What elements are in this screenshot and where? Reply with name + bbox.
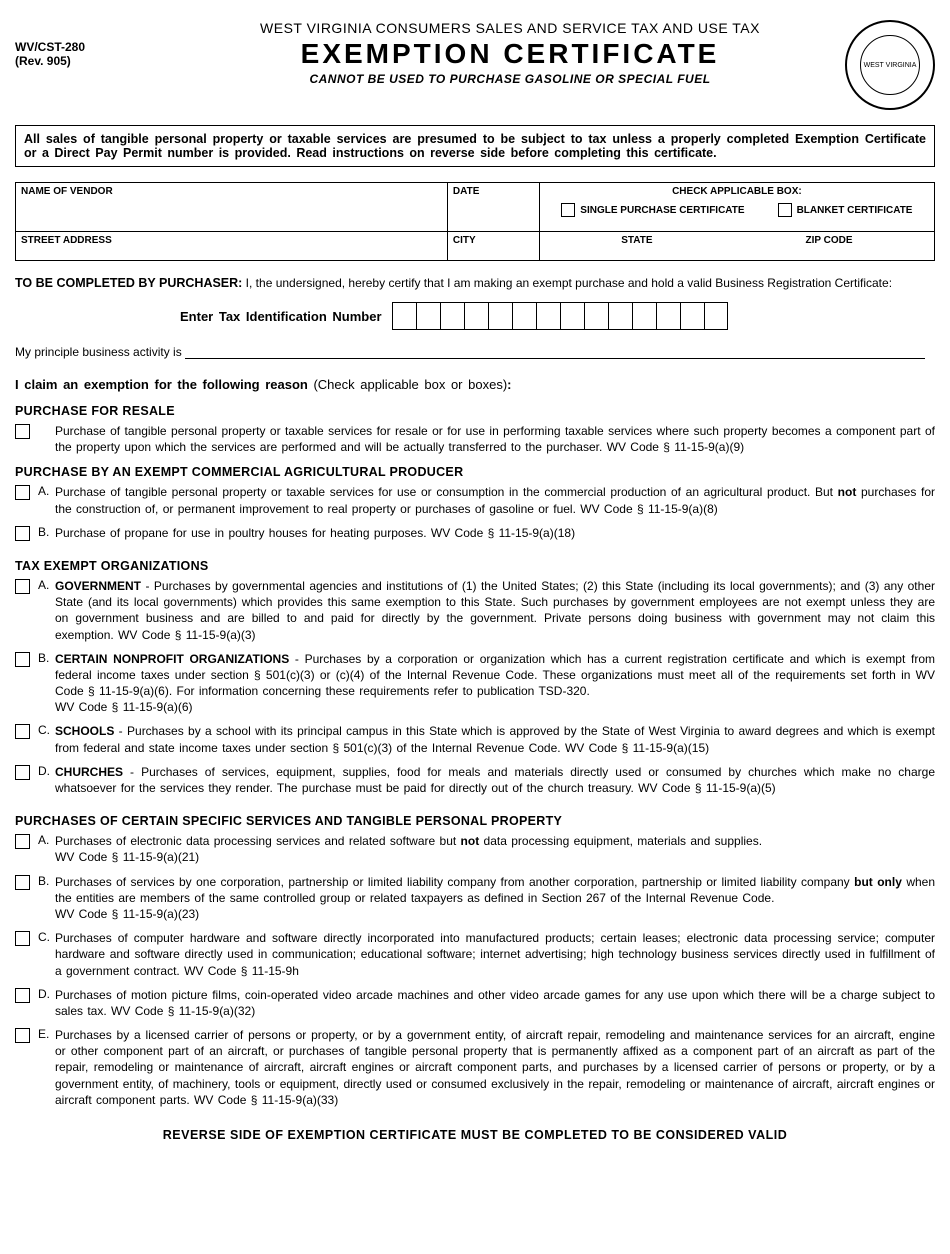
form-header: WV/CST-280 (Rev. 905) WEST VIRGINIA CONS…: [15, 20, 935, 110]
tin-label: Enter Tax Identification Number: [180, 309, 382, 324]
form-revision: (Rev. 905): [15, 54, 195, 68]
tax-exempt-d-letter: D.: [30, 764, 55, 778]
agricultural-a-letter: A.: [30, 484, 55, 498]
specific-a-text: Purchases of electronic data processing …: [55, 833, 935, 865]
claim-colon: :: [507, 377, 511, 392]
blanket-certificate-checkbox[interactable]: [778, 203, 792, 217]
state-seal-icon: WEST VIRGINIA: [845, 20, 935, 110]
check-box-cell: CHECK APPLICABLE BOX: SINGLE PURCHASE CE…: [539, 183, 934, 232]
purchaser-intro-rest: I, the undersigned, hereby certify that …: [242, 276, 892, 290]
specific-item-e: E. Purchases by a licensed carrier of pe…: [15, 1027, 935, 1108]
tax-exempt-b-text: CERTAIN NONPROFIT ORGANIZATIONS - Purcha…: [55, 651, 935, 716]
specific-item-b: B. Purchases of services by one corporat…: [15, 874, 935, 923]
specific-item-a: A. Purchases of electronic data processi…: [15, 833, 935, 865]
agricultural-a-checkbox[interactable]: [15, 485, 30, 500]
blanket-certificate-label: BLANKET CERTIFICATE: [797, 205, 913, 216]
resale-checkbox[interactable]: [15, 424, 30, 439]
state-field-label[interactable]: STATE: [621, 235, 652, 246]
tax-exempt-b-checkbox[interactable]: [15, 652, 30, 667]
vendor-name-field[interactable]: NAME OF VENDOR: [16, 183, 448, 232]
presumption-notice: All sales of tangible personal property …: [15, 125, 935, 167]
single-purchase-label: SINGLE PURCHASE CERTIFICATE: [580, 205, 744, 216]
agricultural-b-letter: B.: [30, 525, 55, 539]
section-resale-heading: PURCHASE FOR RESALE: [15, 404, 935, 418]
claim-bold: I claim an exemption for the following r…: [15, 377, 308, 392]
specific-b-text: Purchases of services by one corporation…: [55, 874, 935, 923]
activity-line: My principle business activity is: [15, 345, 935, 359]
vendor-info-table: NAME OF VENDOR DATE CHECK APPLICABLE BOX…: [15, 182, 935, 261]
specific-item-c: C. Purchases of computer hardware and so…: [15, 930, 935, 979]
footer-notice: REVERSE SIDE OF EXEMPTION CERTIFICATE MU…: [15, 1128, 935, 1142]
city-field[interactable]: CITY: [447, 232, 539, 261]
form-number-block: WV/CST-280 (Rev. 905): [15, 20, 195, 68]
state-zip-cell: STATE ZIP CODE: [539, 232, 934, 261]
agricultural-item-b: B. Purchase of propane for use in poultr…: [15, 525, 935, 541]
specific-a-checkbox[interactable]: [15, 834, 30, 849]
resale-text: Purchase of tangible personal property o…: [55, 423, 935, 455]
specific-d-text: Purchases of motion picture films, coin-…: [55, 987, 935, 1019]
activity-label: My principle business activity is: [15, 345, 182, 359]
purchaser-intro: TO BE COMPLETED BY PURCHASER: I, the und…: [15, 276, 935, 290]
section-agricultural-heading: PURCHASE BY AN EXEMPT COMMERCIAL AGRICUL…: [15, 465, 935, 479]
specific-item-d: D. Purchases of motion picture films, co…: [15, 987, 935, 1019]
form-number: WV/CST-280: [15, 40, 195, 54]
activity-input-line[interactable]: [185, 358, 925, 359]
tin-row: Enter Tax Identification Number: [15, 302, 935, 330]
specific-e-checkbox[interactable]: [15, 1028, 30, 1043]
tax-exempt-item-b: B. CERTAIN NONPROFIT ORGANIZATIONS - Pur…: [15, 651, 935, 716]
tax-exempt-c-text: SCHOOLS - Purchases by a school with its…: [55, 723, 935, 755]
tax-exempt-a-letter: A.: [30, 578, 55, 592]
form-warning: CANNOT BE USED TO PURCHASE GASOLINE OR S…: [195, 72, 825, 86]
section-tax-exempt-heading: TAX EXEMPT ORGANIZATIONS: [15, 559, 935, 573]
tax-exempt-a-text: GOVERNMENT - Purchases by governmental a…: [55, 578, 935, 643]
specific-c-checkbox[interactable]: [15, 931, 30, 946]
claim-rest: (Check applicable box or boxes): [308, 377, 507, 392]
tax-exempt-item-c: C. SCHOOLS - Purchases by a school with …: [15, 723, 935, 755]
agricultural-b-checkbox[interactable]: [15, 526, 30, 541]
resale-item: Purchase of tangible personal property o…: [15, 423, 935, 455]
specific-b-checkbox[interactable]: [15, 875, 30, 890]
zip-field-label[interactable]: ZIP CODE: [805, 235, 852, 246]
specific-d-letter: D.: [30, 987, 55, 1001]
agricultural-item-a: A. Purchase of tangible personal propert…: [15, 484, 935, 516]
tax-exempt-c-letter: C.: [30, 723, 55, 737]
specific-d-checkbox[interactable]: [15, 988, 30, 1003]
specific-c-letter: C.: [30, 930, 55, 944]
title-block: WEST VIRGINIA CONSUMERS SALES AND SERVIC…: [195, 20, 825, 86]
seal-block: WEST VIRGINIA: [825, 20, 935, 110]
single-purchase-checkbox[interactable]: [561, 203, 575, 217]
tax-exempt-item-a: A. GOVERNMENT - Purchases by governmenta…: [15, 578, 935, 643]
check-applicable-header: CHECK APPLICABLE BOX:: [545, 186, 929, 197]
specific-a-letter: A.: [30, 833, 55, 847]
specific-e-letter: E.: [30, 1027, 55, 1041]
date-field[interactable]: DATE: [447, 183, 539, 232]
claim-line: I claim an exemption for the following r…: [15, 377, 935, 392]
form-title: EXEMPTION CERTIFICATE: [195, 38, 825, 70]
section-specific-heading: PURCHASES OF CERTAIN SPECIFIC SERVICES A…: [15, 814, 935, 828]
tax-exempt-b-letter: B.: [30, 651, 55, 665]
specific-e-text: Purchases by a licensed carrier of perso…: [55, 1027, 935, 1108]
tax-exempt-a-checkbox[interactable]: [15, 579, 30, 594]
tax-exempt-c-checkbox[interactable]: [15, 724, 30, 739]
form-subtitle: WEST VIRGINIA CONSUMERS SALES AND SERVIC…: [195, 20, 825, 36]
agricultural-a-text: Purchase of tangible personal property o…: [55, 484, 935, 516]
tax-exempt-d-checkbox[interactable]: [15, 765, 30, 780]
tin-input-boxes[interactable]: [392, 302, 728, 330]
tax-exempt-d-text: CHURCHES - Purchases of services, equipm…: [55, 764, 935, 796]
specific-b-letter: B.: [30, 874, 55, 888]
street-address-field[interactable]: STREET ADDRESS: [16, 232, 448, 261]
seal-inner: WEST VIRGINIA: [860, 35, 920, 95]
agricultural-b-text: Purchase of propane for use in poultry h…: [55, 525, 935, 541]
specific-c-text: Purchases of computer hardware and softw…: [55, 930, 935, 979]
tax-exempt-item-d: D. CHURCHES - Purchases of services, equ…: [15, 764, 935, 796]
purchaser-intro-bold: TO BE COMPLETED BY PURCHASER:: [15, 276, 242, 290]
